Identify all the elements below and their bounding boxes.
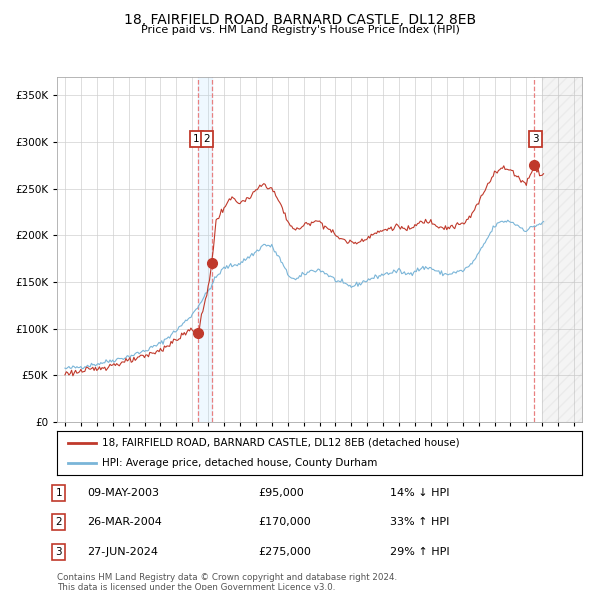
Bar	[542, 77, 582, 422]
Text: 33% ↑ HPI: 33% ↑ HPI	[390, 517, 449, 527]
Text: 1: 1	[193, 134, 200, 144]
Text: 2: 2	[55, 517, 62, 527]
Bar	[198, 77, 212, 422]
Text: 3: 3	[55, 547, 62, 556]
Text: 14% ↓ HPI: 14% ↓ HPI	[390, 488, 449, 497]
Text: 26-MAR-2004: 26-MAR-2004	[87, 517, 162, 527]
Text: 1: 1	[55, 488, 62, 497]
Text: 29% ↑ HPI: 29% ↑ HPI	[390, 547, 449, 556]
Text: 3: 3	[532, 134, 539, 144]
Text: 09-MAY-2003: 09-MAY-2003	[87, 488, 159, 497]
Text: £95,000: £95,000	[258, 488, 304, 497]
Text: 27-JUN-2024: 27-JUN-2024	[87, 547, 158, 556]
Text: 2: 2	[203, 134, 210, 144]
Text: Price paid vs. HM Land Registry's House Price Index (HPI): Price paid vs. HM Land Registry's House …	[140, 25, 460, 35]
Text: Contains HM Land Registry data © Crown copyright and database right 2024.: Contains HM Land Registry data © Crown c…	[57, 573, 397, 582]
Text: HPI: Average price, detached house, County Durham: HPI: Average price, detached house, Coun…	[101, 458, 377, 468]
Text: This data is licensed under the Open Government Licence v3.0.: This data is licensed under the Open Gov…	[57, 583, 335, 590]
Text: £170,000: £170,000	[258, 517, 311, 527]
Text: 18, FAIRFIELD ROAD, BARNARD CASTLE, DL12 8EB: 18, FAIRFIELD ROAD, BARNARD CASTLE, DL12…	[124, 13, 476, 27]
Text: £275,000: £275,000	[258, 547, 311, 556]
Text: 18, FAIRFIELD ROAD, BARNARD CASTLE, DL12 8EB (detached house): 18, FAIRFIELD ROAD, BARNARD CASTLE, DL12…	[101, 438, 459, 448]
